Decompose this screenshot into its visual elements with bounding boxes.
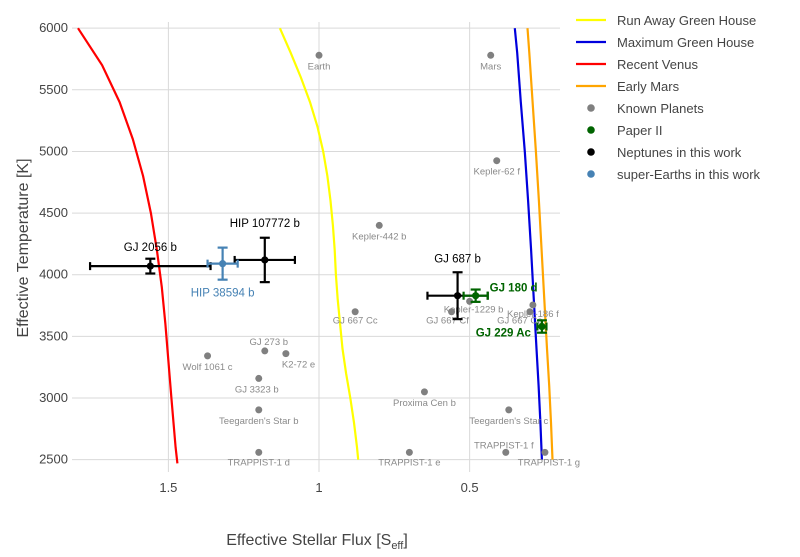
- legend-label: Paper II: [617, 123, 663, 138]
- legend-label: Recent Venus: [617, 57, 698, 72]
- known-planet-marker: [405, 448, 413, 456]
- known-planet-marker: [493, 157, 501, 165]
- known-planet-label: GJ 3323 b: [235, 384, 279, 395]
- known-planet-label: K2-72 e: [282, 360, 315, 371]
- legend-label: super-Earths in this work: [617, 167, 761, 182]
- paper-ii-label: GJ 180 d: [490, 283, 538, 295]
- habitable-zone-boundaries: [77, 27, 554, 464]
- axis-ticks: 2500 3000 3500 4000 4500 5000 5500 6000 1.5 1 0.5: [39, 20, 479, 495]
- super-earth-label: HIP 38594 b: [191, 288, 255, 300]
- known-planet-marker: [255, 406, 263, 414]
- legend-label: Early Mars: [617, 79, 680, 94]
- legend-label: Run Away Green House: [617, 13, 756, 28]
- known-planet-marker: [420, 388, 428, 396]
- neptune-label: GJ 2056 b: [124, 242, 177, 254]
- known-planet-marker: [261, 347, 269, 355]
- x-axis-title: Effective Stellar Flux [Seff]: [226, 532, 408, 552]
- maximum-green-house-line: [513, 28, 543, 460]
- known-planet-marker: [255, 374, 263, 382]
- y-tick-label: 6000: [39, 20, 68, 35]
- known-planet-marker: [526, 308, 534, 316]
- paper-ii-marker: [472, 292, 480, 300]
- known-planet-marker: [505, 406, 513, 414]
- legend-swatch-marker: [587, 170, 595, 178]
- known-planet-label: GJ 273 b: [250, 337, 289, 348]
- y-tick-label: 4000: [39, 267, 68, 282]
- legend-swatch-marker: [587, 148, 595, 156]
- legend-swatch-marker: [587, 104, 595, 112]
- neptune-marker: [261, 256, 269, 264]
- neptune-marker: [453, 292, 462, 300]
- x-tick-label: 1.5: [159, 480, 177, 495]
- y-axis-title: Effective Temperature [K]: [15, 158, 32, 337]
- known-planet-label: TRAPPIST-1 d: [228, 457, 290, 468]
- known-planet-marker: [351, 308, 359, 316]
- known-planet-marker: [529, 301, 537, 309]
- known-planet-marker: [487, 51, 495, 59]
- known-planet-marker: [282, 350, 290, 358]
- y-tick-label: 3000: [39, 390, 68, 405]
- neptune-label: HIP 107772 b: [230, 218, 300, 230]
- super-earth-marker: [219, 260, 227, 268]
- y-tick-label: 5500: [39, 82, 68, 97]
- known-planet-marker: [502, 448, 510, 456]
- x-tick-label: 1: [315, 480, 322, 495]
- known-planet-marker: [315, 51, 323, 59]
- known-planet-label: Wolf 1061 c: [183, 362, 233, 373]
- paper-ii-label: GJ 229 Ac: [476, 328, 532, 340]
- y-tick-label: 5000: [39, 143, 68, 158]
- known-planet-label: TRAPPIST-1 e: [378, 457, 440, 468]
- y-tick-label: 4500: [39, 205, 68, 220]
- neptune-label: GJ 687 b: [434, 254, 481, 266]
- known-planet-label: Kepler-1229 b: [444, 304, 504, 315]
- grid: [72, 22, 560, 472]
- known-planet-label: GJ 667 Cc: [333, 316, 378, 327]
- y-tick-label: 3500: [39, 328, 68, 343]
- known-planet-marker: [204, 352, 212, 360]
- planet-markers: Earth Mars Kepler-62 f Kepler-442 b Kepler-1…: [88, 51, 580, 468]
- known-planet-label: TRAPPIST-1 f: [474, 440, 534, 451]
- run-away-green-house-line: [278, 27, 360, 460]
- known-planet-label: Proxima Cen b: [393, 398, 456, 409]
- neptune-marker: [146, 262, 154, 270]
- known-planet-label: Kepler-62 f: [473, 167, 520, 178]
- known-planet-marker: [466, 297, 474, 305]
- legend: Run Away Green House Maximum Green House R…: [576, 13, 761, 182]
- known-planet-label: Teegarden's Star c: [469, 416, 548, 427]
- y-tick-label: 2500: [39, 452, 68, 467]
- legend-label: Known Planets: [617, 101, 704, 116]
- recent-venus-line: [77, 27, 179, 464]
- legend-label: Maximum Green House: [617, 35, 754, 50]
- known-planet-label: GJ 667 Ce: [497, 316, 542, 327]
- known-planet-label: Earth: [308, 61, 331, 72]
- x-tick-label: 0.5: [461, 480, 479, 495]
- paper-ii-marker: [538, 322, 546, 331]
- legend-swatch-marker: [587, 126, 595, 134]
- known-planet-label: Kepler-186 f: [507, 309, 559, 320]
- known-planet-marker: [255, 448, 263, 456]
- known-planet-label: Teegarden's Star b: [219, 416, 298, 427]
- known-planet-label: GJ 667 Cf: [426, 316, 469, 327]
- known-planet-marker: [448, 308, 456, 316]
- known-planet-label: Mars: [480, 61, 501, 72]
- early-mars-line: [526, 28, 554, 460]
- known-planet-marker: [541, 448, 549, 456]
- legend-label: Neptunes in this work: [617, 145, 742, 160]
- known-planet-label: Kepler-442 b: [352, 231, 406, 242]
- known-planet-label: TRAPPIST-1 g: [518, 457, 580, 468]
- known-planet-marker: [375, 221, 383, 229]
